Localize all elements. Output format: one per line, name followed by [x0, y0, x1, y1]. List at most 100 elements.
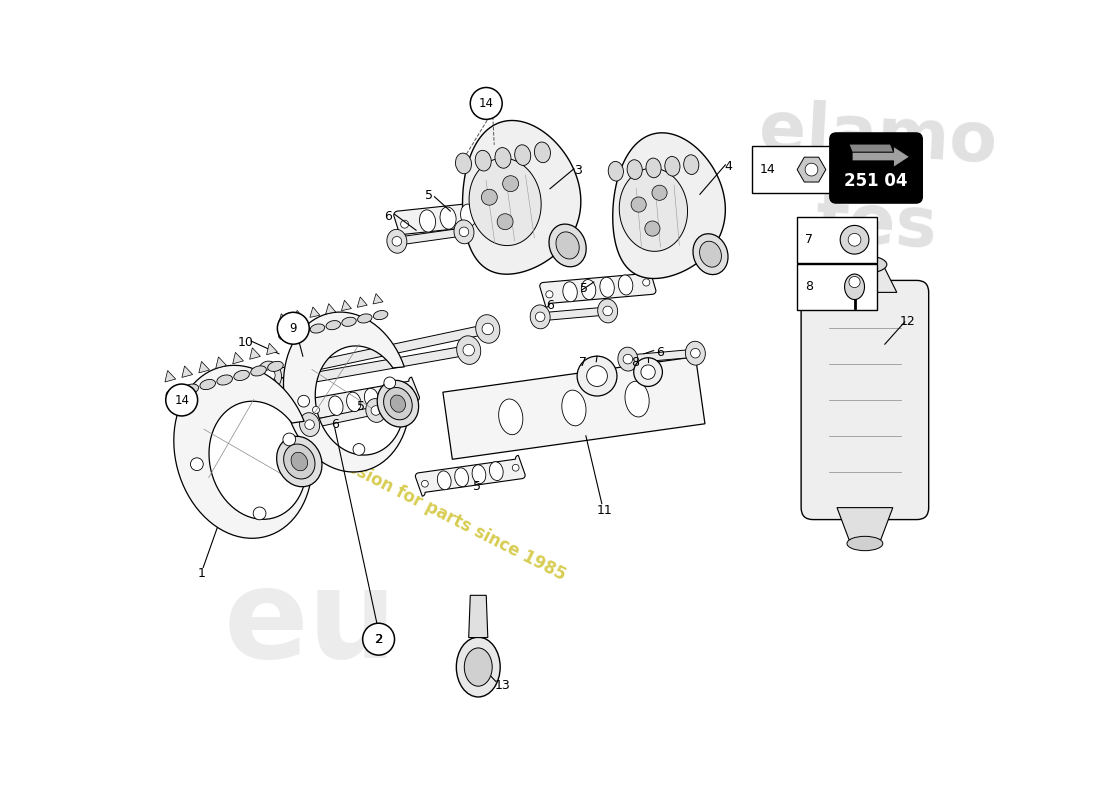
- Polygon shape: [462, 121, 581, 274]
- Ellipse shape: [685, 342, 705, 365]
- Polygon shape: [250, 348, 261, 359]
- Ellipse shape: [693, 234, 728, 274]
- Polygon shape: [394, 194, 522, 238]
- Circle shape: [641, 365, 656, 379]
- Polygon shape: [233, 352, 243, 364]
- Polygon shape: [540, 307, 608, 321]
- Text: 3: 3: [574, 164, 582, 177]
- Circle shape: [508, 205, 516, 213]
- Text: 14: 14: [478, 97, 494, 110]
- Polygon shape: [326, 304, 336, 314]
- Polygon shape: [540, 270, 656, 307]
- Bar: [798, 264, 877, 310]
- Polygon shape: [284, 312, 410, 472]
- Ellipse shape: [481, 202, 497, 223]
- Text: 5: 5: [425, 190, 432, 202]
- Ellipse shape: [276, 436, 322, 486]
- Text: 13: 13: [494, 679, 510, 692]
- Ellipse shape: [581, 279, 596, 299]
- Text: 14: 14: [760, 163, 775, 176]
- Text: 7: 7: [579, 356, 586, 369]
- Text: 6: 6: [546, 299, 554, 313]
- Ellipse shape: [387, 230, 407, 254]
- Circle shape: [513, 464, 519, 471]
- Circle shape: [848, 234, 861, 246]
- Polygon shape: [266, 343, 277, 354]
- Polygon shape: [199, 362, 210, 373]
- Ellipse shape: [438, 471, 451, 490]
- Circle shape: [503, 176, 518, 192]
- Circle shape: [264, 370, 275, 381]
- Ellipse shape: [498, 399, 522, 434]
- Polygon shape: [833, 269, 896, 292]
- Ellipse shape: [625, 382, 649, 417]
- Polygon shape: [613, 133, 725, 278]
- Ellipse shape: [456, 336, 481, 364]
- Circle shape: [578, 356, 617, 396]
- Circle shape: [305, 420, 315, 430]
- Ellipse shape: [383, 385, 397, 404]
- Circle shape: [277, 312, 309, 344]
- Polygon shape: [798, 157, 826, 182]
- Ellipse shape: [166, 389, 182, 398]
- Circle shape: [536, 312, 544, 322]
- Ellipse shape: [700, 242, 722, 267]
- Circle shape: [400, 220, 408, 228]
- Circle shape: [406, 386, 412, 394]
- Ellipse shape: [530, 305, 550, 329]
- Ellipse shape: [495, 147, 512, 168]
- Ellipse shape: [440, 207, 456, 229]
- Text: 2: 2: [375, 633, 383, 646]
- Ellipse shape: [475, 150, 492, 171]
- Polygon shape: [341, 300, 352, 310]
- Ellipse shape: [454, 220, 474, 244]
- Circle shape: [546, 290, 553, 298]
- Polygon shape: [373, 294, 383, 304]
- Polygon shape: [627, 350, 695, 363]
- Ellipse shape: [278, 330, 293, 340]
- Circle shape: [471, 87, 503, 119]
- Circle shape: [482, 190, 497, 205]
- Ellipse shape: [234, 370, 250, 381]
- Polygon shape: [396, 228, 464, 246]
- Ellipse shape: [461, 204, 476, 226]
- Ellipse shape: [364, 388, 378, 408]
- Circle shape: [283, 433, 296, 446]
- Circle shape: [849, 277, 860, 287]
- Ellipse shape: [472, 465, 486, 484]
- Polygon shape: [264, 346, 470, 391]
- Ellipse shape: [455, 153, 472, 174]
- Text: 6: 6: [384, 210, 392, 223]
- Text: 9: 9: [289, 322, 297, 334]
- Ellipse shape: [267, 362, 284, 371]
- Ellipse shape: [217, 375, 232, 385]
- Ellipse shape: [183, 384, 199, 394]
- Text: a passion for parts since 1985: a passion for parts since 1985: [309, 439, 569, 584]
- Ellipse shape: [292, 452, 308, 471]
- Ellipse shape: [600, 278, 614, 298]
- Ellipse shape: [200, 379, 216, 390]
- Ellipse shape: [366, 398, 386, 422]
- Ellipse shape: [563, 282, 578, 302]
- Circle shape: [384, 377, 396, 389]
- Text: 6: 6: [656, 346, 664, 358]
- Circle shape: [353, 443, 365, 455]
- Ellipse shape: [299, 413, 320, 437]
- Circle shape: [497, 214, 513, 230]
- Ellipse shape: [326, 321, 341, 330]
- Ellipse shape: [490, 462, 503, 481]
- Polygon shape: [278, 314, 288, 324]
- Circle shape: [166, 384, 198, 416]
- Polygon shape: [309, 406, 376, 429]
- Ellipse shape: [664, 157, 680, 176]
- Ellipse shape: [419, 210, 436, 232]
- Ellipse shape: [597, 299, 618, 323]
- Ellipse shape: [618, 347, 638, 371]
- Ellipse shape: [456, 637, 501, 697]
- Ellipse shape: [346, 392, 361, 412]
- Ellipse shape: [618, 275, 632, 295]
- Text: 8: 8: [631, 356, 639, 369]
- Text: 4: 4: [725, 160, 733, 173]
- Text: 251 04: 251 04: [845, 172, 908, 190]
- Polygon shape: [358, 297, 367, 307]
